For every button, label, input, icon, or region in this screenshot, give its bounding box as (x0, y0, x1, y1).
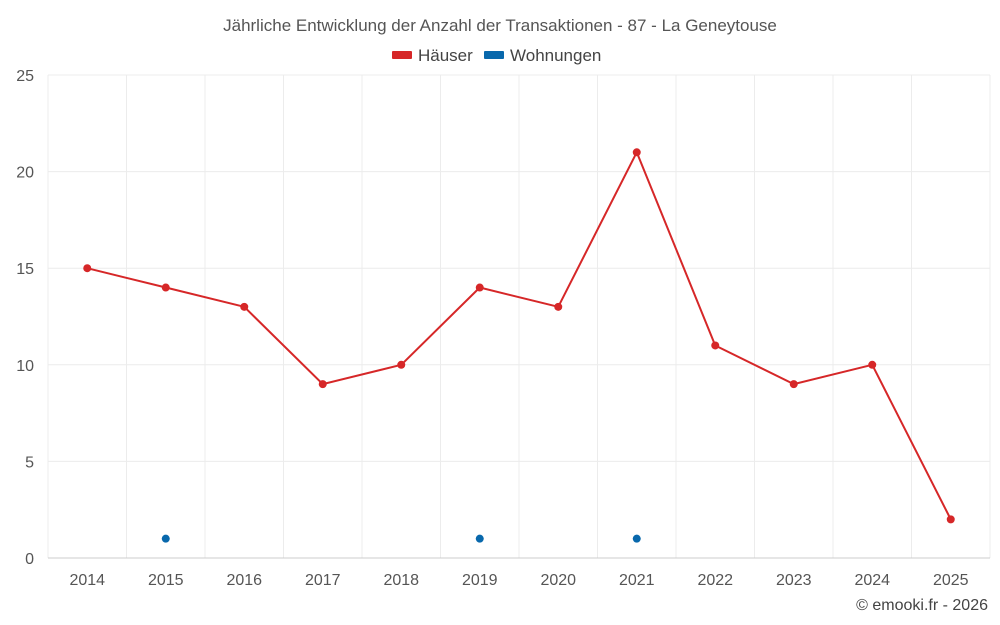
y-axis-ticks: 0 5 10 15 20 25 (16, 68, 34, 568)
copyright: © emooki.fr - 2026 (856, 597, 988, 614)
y-tick-label: 20 (16, 165, 34, 182)
legend-item-wohnungen[interactable]: Wohnungen (484, 46, 601, 65)
legend-item-haeuser[interactable]: Häuser (392, 46, 473, 65)
legend-label-haeuser: Häuser (418, 46, 473, 65)
series-layer (83, 148, 955, 543)
x-tick-label: 2015 (148, 572, 184, 589)
x-tick-label: 2017 (305, 572, 341, 589)
y-tick-label: 15 (16, 261, 34, 278)
x-tick-label: 2020 (540, 572, 576, 589)
data-point-haeuser-2014[interactable] (83, 264, 92, 273)
data-point-haeuser-2024[interactable] (868, 360, 877, 369)
x-tick-label: 2025 (933, 572, 969, 589)
legend: Häuser Wohnungen (392, 46, 601, 65)
x-tick-label: 2014 (69, 572, 105, 589)
data-point-haeuser-2015[interactable] (161, 283, 170, 292)
x-gridlines (47, 75, 991, 558)
data-point-haeuser-2016[interactable] (240, 302, 249, 311)
y-tick-label: 25 (16, 68, 34, 85)
data-point-haeuser-2021[interactable] (632, 148, 641, 157)
data-point-haeuser-2017[interactable] (318, 380, 327, 389)
data-point-haeuser-2020[interactable] (554, 302, 563, 311)
x-tick-label: 2024 (854, 572, 890, 589)
data-point-wohnungen-2021[interactable] (632, 534, 641, 543)
y-tick-label: 10 (16, 358, 34, 375)
legend-swatch-haeuser (392, 51, 412, 59)
data-point-haeuser-2019[interactable] (475, 283, 484, 292)
data-point-wohnungen-2019[interactable] (475, 534, 484, 543)
legend-swatch-wohnungen (484, 51, 504, 59)
series-haeuser (83, 148, 955, 524)
data-point-haeuser-2025[interactable] (946, 515, 955, 524)
x-axis-ticks: 2014 2015 2016 2017 2018 2019 2020 2021 2022 2023… (69, 572, 968, 589)
y-tick-label: 5 (25, 454, 34, 471)
series-wohnungen (161, 534, 641, 543)
x-tick-label: 2023 (776, 572, 812, 589)
y-tick-label: 0 (25, 551, 34, 568)
x-tick-label: 2018 (383, 572, 419, 589)
data-point-haeuser-2022[interactable] (711, 341, 720, 350)
x-tick-label: 2019 (462, 572, 498, 589)
legend-label-wohnungen: Wohnungen (510, 46, 601, 65)
series-line-haeuser (87, 151, 952, 520)
x-tick-label: 2022 (697, 572, 733, 589)
x-tick-label: 2016 (226, 572, 262, 589)
data-point-wohnungen-2015[interactable] (161, 534, 170, 543)
chart-title: Jährliche Entwicklung der Anzahl der Tra… (223, 16, 777, 35)
data-point-haeuser-2023[interactable] (789, 380, 798, 389)
data-point-haeuser-2018[interactable] (397, 360, 406, 369)
x-tick-label: 2021 (619, 572, 655, 589)
